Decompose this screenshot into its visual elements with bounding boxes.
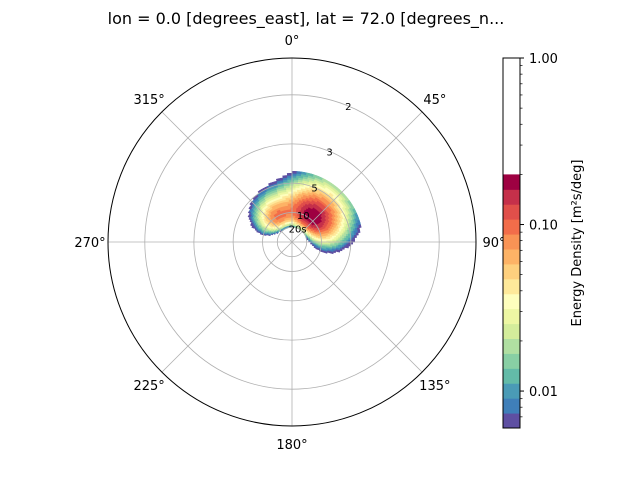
theta-tick-label: 0° <box>285 34 300 49</box>
colorbar-tick-label: 0.01 <box>529 385 558 400</box>
contour-cell <box>357 229 361 234</box>
chart-title: lon = 0.0 [degrees_east], lat = 72.0 [de… <box>108 9 505 29</box>
theta-tick-label: 225° <box>133 379 164 394</box>
colorbar-segment <box>503 308 520 325</box>
contour-cell <box>354 234 357 238</box>
theta-tick-label: 315° <box>133 93 164 108</box>
colorbar-segment <box>503 219 520 235</box>
colorbar-segment <box>503 263 520 280</box>
theta-gridline <box>291 111 423 243</box>
radial-tick-label: 3 <box>326 147 332 158</box>
colorbar-segment <box>503 278 520 295</box>
colorbar-segment <box>503 323 520 339</box>
colorbar-frame <box>502 57 521 429</box>
radial-tick-label: 2 <box>345 102 351 113</box>
contour-cell <box>337 249 341 253</box>
colorbar-segment <box>503 338 520 354</box>
polar-grid <box>108 58 476 426</box>
colorbar-fill <box>503 174 520 429</box>
contour-cell <box>324 251 328 254</box>
theta-gridline <box>161 111 293 243</box>
radial-tick-labels: 2 3 5 10 20s <box>289 102 352 235</box>
colorbar-segment <box>503 383 520 399</box>
theta-tick-label: 90° <box>482 236 505 251</box>
radial-tick-label: 10 <box>297 211 310 222</box>
colorbar-segment <box>503 248 520 265</box>
colorbar-segment <box>503 204 520 220</box>
theta-tick-label: 270° <box>74 236 105 251</box>
theta-tick-label: 45° <box>423 93 446 108</box>
colorbar-segment <box>503 174 520 190</box>
colorbar-label: Energy Density [m²s/deg] <box>570 160 585 327</box>
contour-cell <box>358 224 362 229</box>
theta-gridline <box>161 241 293 373</box>
contour-cell <box>341 246 345 250</box>
colorbar: 1.00 0.10 0.01 Energy Density [m²s/deg] <box>502 52 585 429</box>
contour-cell <box>346 245 349 249</box>
colorbar-segment <box>503 368 520 384</box>
colorbar-tick-label: 1.00 <box>529 52 558 67</box>
contour-cell <box>355 232 359 236</box>
theta-tick-label: 180° <box>276 438 307 453</box>
contour-cell <box>333 250 337 254</box>
radial-tick-label: 20s <box>289 224 307 235</box>
colorbar-segment <box>503 234 520 250</box>
colorbar-segment <box>503 413 520 429</box>
theta-gridline <box>291 241 423 373</box>
theta-tick-label: 135° <box>419 379 450 394</box>
colorbar-segment <box>503 353 520 369</box>
polar-plot: 0° 45° 90° 135° 180° 225° 270° 315° 2 3 5 10 20s <box>74 34 505 453</box>
colorbar-tick-label: 0.10 <box>529 219 558 234</box>
contour-cell <box>286 173 290 176</box>
radial-tick-label: 5 <box>311 184 317 195</box>
colorbar-segment <box>503 293 520 310</box>
colorbar-ticks: 1.00 0.10 0.01 <box>520 52 558 418</box>
theta-tick-labels: 0° 45° 90° 135° 180° 225° 270° 315° <box>74 34 505 453</box>
contour-cell <box>330 251 334 255</box>
polar-frame <box>107 57 477 427</box>
colorbar-segment <box>503 398 520 414</box>
colorbar-segment <box>503 189 520 205</box>
contour-cell <box>339 248 343 252</box>
